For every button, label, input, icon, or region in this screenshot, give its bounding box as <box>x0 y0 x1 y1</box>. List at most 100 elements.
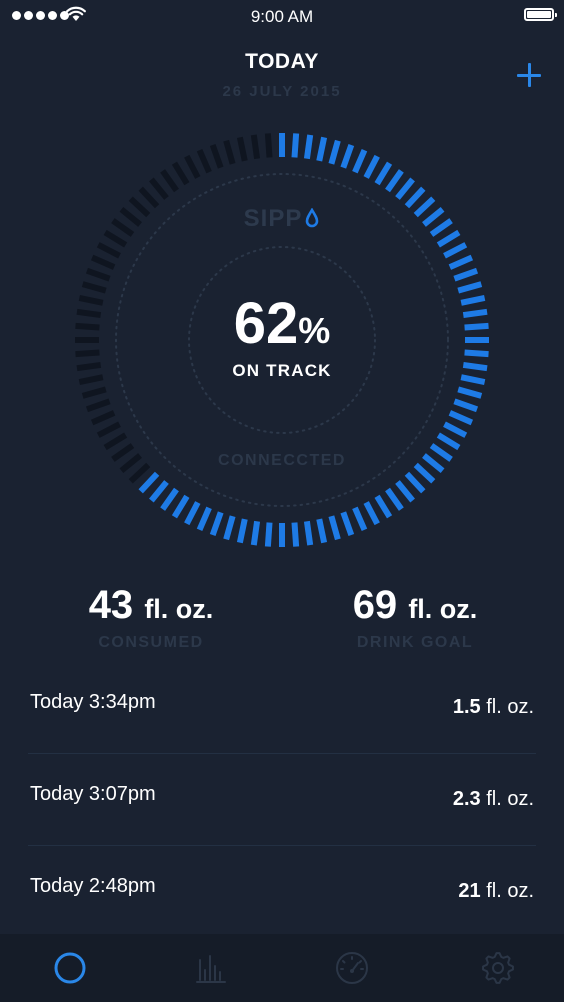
log-time: Today 3:34pm <box>30 691 156 714</box>
gauge-tick <box>213 512 221 535</box>
consumed-label: CONSUMED <box>21 634 281 652</box>
gauge-tick <box>92 413 114 423</box>
goal-label: DRINK GOAL <box>285 634 545 652</box>
gauge-tick <box>388 490 402 510</box>
tab-bar <box>0 934 564 1002</box>
connection-status: CONNECCTED <box>0 452 564 470</box>
consumed-unit: fl. oz. <box>144 594 213 624</box>
gauge-tick <box>444 245 465 256</box>
gauge-tick <box>105 232 126 244</box>
gauge-tick <box>141 189 157 207</box>
gauge-tick <box>307 135 310 159</box>
log-amount-value: 2.3 <box>453 788 481 810</box>
brand-name: SIPP <box>244 205 303 232</box>
gauge-tick <box>397 179 412 198</box>
gauge-tick <box>444 424 465 435</box>
gauge-tick <box>331 141 337 164</box>
gauge-tick <box>254 135 257 159</box>
progress-value: 62 <box>234 291 299 356</box>
gauge-tick <box>240 519 245 543</box>
status-label: ON TRACK <box>0 361 564 381</box>
gauge-tick <box>454 271 477 279</box>
gauge-tick <box>92 258 114 268</box>
gauge-tick <box>450 258 472 268</box>
gauge-tick <box>187 156 198 177</box>
hydration-gauge <box>0 0 564 560</box>
brand-logo: SIPP <box>0 205 564 233</box>
gauge-tick <box>268 133 270 157</box>
speedometer-icon <box>334 950 370 986</box>
gauge-tick <box>407 189 423 207</box>
gauge-tick <box>254 521 257 545</box>
gauge-tick <box>226 141 232 164</box>
consumed-amount: 43 fl. oz. <box>21 582 281 632</box>
consumed-stat: 43 fl. oz. CONSUMED <box>21 582 281 652</box>
log-item[interactable]: Today 3:34pm 1.5 fl. oz. <box>28 662 536 754</box>
gauge-tick <box>163 490 177 510</box>
log-amount-unit: fl. oz. <box>486 788 534 810</box>
gauge-tick <box>319 137 324 161</box>
tab-history[interactable] <box>193 950 229 986</box>
consumed-value: 43 <box>89 583 134 627</box>
gauge-tick <box>98 245 119 256</box>
gauge-tick <box>319 519 324 543</box>
gauge-tick <box>187 502 198 523</box>
gauge-tick <box>141 474 157 492</box>
gauge-tick <box>163 171 177 191</box>
tab-settings[interactable] <box>480 950 516 986</box>
gauge-tick <box>438 232 459 244</box>
gauge-tick <box>343 145 351 168</box>
gauge-tick <box>343 512 351 535</box>
gauge-tick <box>151 179 166 198</box>
gear-icon <box>480 950 516 986</box>
gauge-tick <box>307 521 310 545</box>
bar-chart-icon <box>193 950 229 986</box>
gauge-tick <box>174 496 186 517</box>
progress-percent: 62% <box>0 292 564 363</box>
gauge-tick <box>294 523 296 547</box>
gauge-tick <box>240 137 245 161</box>
gauge-tick <box>105 435 126 447</box>
gauge-tick <box>151 482 166 501</box>
gauge-tick <box>377 496 389 517</box>
gauge-tick <box>200 150 210 172</box>
intake-log: Today 3:34pm 1.5 fl. oz. Today 3:07pm 2.… <box>28 662 536 937</box>
gauge-tick <box>377 163 389 184</box>
log-time: Today 2:48pm <box>30 875 156 898</box>
gauge-tick <box>87 401 110 409</box>
log-amount: 2.3 fl. oz. <box>453 788 534 811</box>
gauge-tick <box>226 516 232 539</box>
gauge-tick <box>450 413 472 423</box>
gauge-tick <box>454 401 477 409</box>
gauge-tick <box>200 508 210 530</box>
water-drop-icon <box>304 208 320 228</box>
gauge-tick <box>294 133 296 157</box>
gauge-tick <box>366 502 377 523</box>
gauge-tick <box>268 523 270 547</box>
tab-stats[interactable] <box>334 950 370 986</box>
percent-sign: % <box>298 310 330 351</box>
gauge-tick <box>213 145 221 168</box>
gauge-tick <box>98 424 119 435</box>
log-time: Today 3:07pm <box>30 783 156 806</box>
gauge-tick <box>407 474 423 492</box>
gauge-tick <box>388 171 402 191</box>
gauge-tick <box>83 284 106 290</box>
tab-today[interactable] <box>52 950 88 986</box>
log-amount-value: 21 <box>458 880 480 902</box>
goal-value: 69 <box>353 583 398 627</box>
log-item[interactable]: Today 2:48pm 21 fl. oz. <box>28 846 536 937</box>
gauge-tick <box>458 389 481 395</box>
log-item[interactable]: Today 3:07pm 2.3 fl. oz. <box>28 754 536 846</box>
log-amount: 1.5 fl. oz. <box>453 696 534 719</box>
gauge-tick <box>355 150 365 172</box>
gauge-tick <box>331 516 337 539</box>
gauge-tick <box>438 435 459 447</box>
gauge-tick <box>87 271 110 279</box>
gauge-tick <box>174 163 186 184</box>
goal-unit: fl. oz. <box>408 594 477 624</box>
log-amount-unit: fl. oz. <box>486 880 534 902</box>
gauge-tick <box>83 389 106 395</box>
gauge-tick <box>366 156 377 177</box>
log-amount: 21 fl. oz. <box>458 880 534 903</box>
